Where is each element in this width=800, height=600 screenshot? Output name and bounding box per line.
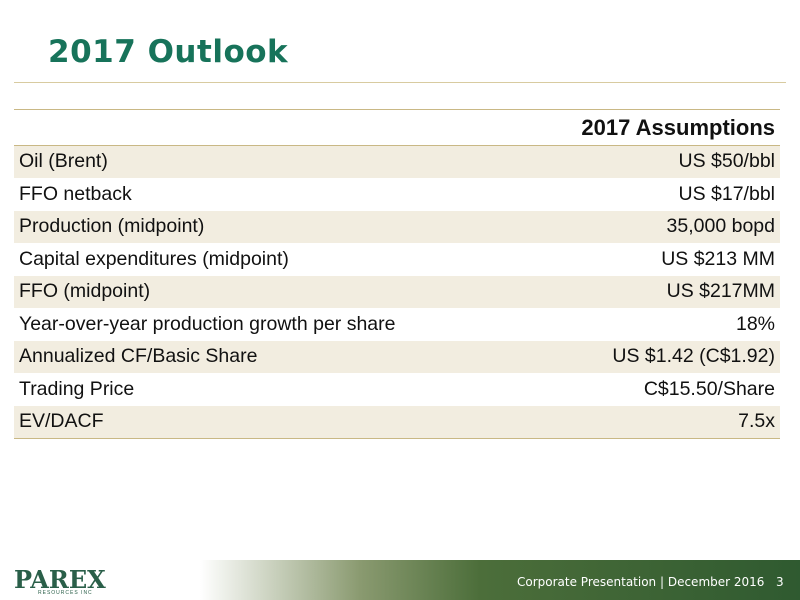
table-row: Production (midpoint) 35,000 bopd	[14, 210, 780, 243]
value-cell: 7.5x	[515, 405, 780, 439]
label-cell: Annualized CF/Basic Share	[14, 340, 516, 373]
table-row: Year-over-year production growth per sha…	[14, 307, 780, 341]
value-cell: US $1.42 (C$1.92)	[515, 340, 780, 373]
title-rule	[14, 82, 786, 83]
header-cell: 2017 Assumptions	[515, 109, 780, 146]
label-cell: FFO netback	[14, 177, 516, 211]
value-cell: US $17/bbl	[515, 177, 780, 211]
value-cell: US $217MM	[515, 275, 780, 308]
header-empty	[14, 109, 516, 146]
logo-subtext: RESOURCES INC	[38, 590, 93, 596]
value-cell: US $50/bbl	[515, 145, 780, 178]
assumptions-table: 2017 Assumptions Oil (Brent) US $50/bbl FFO…	[14, 109, 780, 439]
label-cell: EV/DACF	[14, 405, 516, 439]
table-row: EV/DACF 7.5x	[14, 405, 780, 439]
page-number: 3	[776, 575, 784, 589]
table-row: FFO netback US $17/bbl	[14, 177, 780, 211]
table-row: Capital expenditures (midpoint) US $213 M…	[14, 242, 780, 276]
value-cell: US $213 MM	[515, 242, 780, 276]
label-cell: Year-over-year production growth per sha…	[14, 307, 516, 341]
value-cell: 18%	[515, 307, 780, 341]
value-cell: C$15.50/Share	[515, 372, 780, 406]
header-row: 2017 Assumptions	[14, 109, 780, 146]
table-row: Trading Price C$15.50/Share	[14, 372, 780, 406]
label-cell: Trading Price	[14, 372, 516, 406]
table-row: Oil (Brent) US $50/bbl	[14, 145, 780, 178]
footer-band	[0, 560, 800, 600]
table-row: Annualized CF/Basic Share US $1.42 (C$1.9…	[14, 340, 780, 373]
label-cell: Capital expenditures (midpoint)	[14, 242, 516, 276]
value-cell: 35,000 bopd	[515, 210, 780, 243]
footer-text: Corporate Presentation | December 2016	[517, 575, 765, 589]
logo: PAREX	[14, 565, 106, 594]
label-cell: FFO (midpoint)	[14, 275, 516, 308]
table-row: FFO (midpoint) US $217MM	[14, 275, 780, 308]
label-cell: Production (midpoint)	[14, 210, 516, 243]
title: 2017 Outlook	[48, 34, 289, 70]
label-cell: Oil (Brent)	[14, 145, 516, 178]
